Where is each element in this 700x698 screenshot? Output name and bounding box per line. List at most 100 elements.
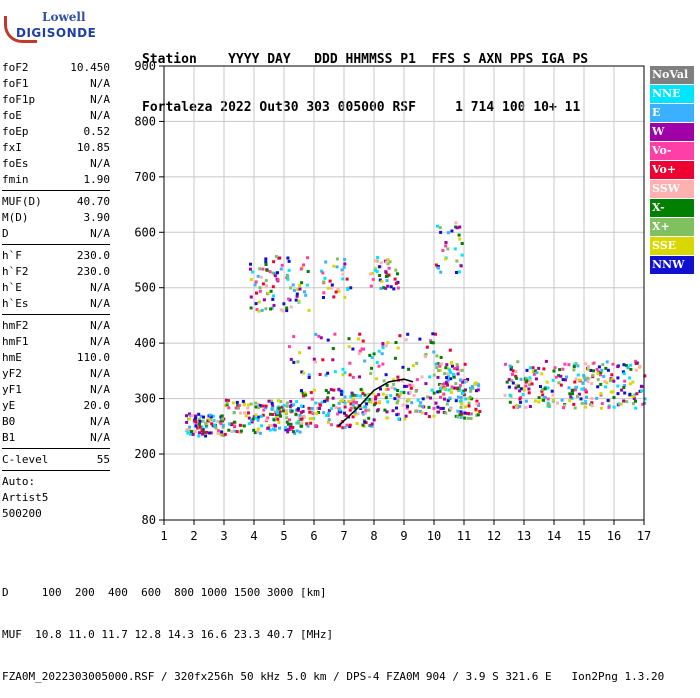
echo-point <box>511 369 515 373</box>
param-value: 10.85 <box>76 141 110 154</box>
echo-point <box>308 417 312 421</box>
param-row: yE 20.0 <box>2 398 110 414</box>
echo-point <box>589 368 593 372</box>
echo-point <box>533 369 537 373</box>
echo-point <box>459 264 463 268</box>
echo-point <box>337 387 341 391</box>
echo-point <box>559 374 563 378</box>
echo-point <box>352 400 356 404</box>
param-value: 20.0 <box>83 399 111 412</box>
echo-point <box>297 407 300 411</box>
echo-point <box>443 382 447 386</box>
echo-point <box>258 289 262 293</box>
echo-point <box>456 409 460 413</box>
echo-point <box>259 275 263 279</box>
echo-point <box>510 379 514 383</box>
legend-item: NoVal <box>650 66 694 84</box>
echo-point <box>384 286 388 290</box>
echo-point <box>475 402 479 406</box>
echo-point <box>572 365 576 369</box>
y-tick-label: 500 <box>134 281 156 295</box>
echo-point <box>428 375 432 379</box>
echo-point <box>318 407 321 410</box>
echo-point <box>185 414 188 418</box>
echo-point <box>307 406 311 410</box>
param-name: C-level <box>2 453 49 466</box>
echo-point <box>352 397 355 401</box>
echo-point <box>558 368 562 372</box>
echo-point <box>364 409 368 413</box>
echo-point <box>584 405 587 409</box>
param-row: yF1 N/A <box>2 382 110 398</box>
echo-point <box>431 332 435 336</box>
echo-point <box>210 422 214 426</box>
echo-point <box>469 417 473 420</box>
echo-point <box>437 410 440 414</box>
echo-point <box>265 418 268 422</box>
echo-point <box>221 425 225 429</box>
echo-point <box>599 392 603 396</box>
echo-point <box>470 397 474 401</box>
y-tick-label: 400 <box>134 336 156 350</box>
echo-point <box>521 393 525 396</box>
echo-point <box>528 405 532 408</box>
param-name: D <box>2 227 9 240</box>
echo-point <box>505 380 509 384</box>
ionogram-plot: 1 2 3 4 5 6 7 8 9 10 11 12 13 14 15 16 17802003004005006… <box>134 59 651 543</box>
echo-point <box>447 388 451 392</box>
echo-point <box>297 421 301 425</box>
echo-point <box>446 231 450 235</box>
echo-point <box>284 426 288 430</box>
echo-point <box>224 398 228 402</box>
echo-point <box>272 418 276 422</box>
echo-point <box>518 397 522 401</box>
echo-point <box>617 402 621 406</box>
echo-point <box>287 422 291 426</box>
echo-point <box>298 413 302 417</box>
echo-point <box>398 334 402 338</box>
echo-point <box>469 386 472 390</box>
echo-point <box>276 278 280 282</box>
echo-point <box>359 407 363 410</box>
echo-point <box>522 388 526 392</box>
echo-point <box>399 392 403 396</box>
echo-point <box>288 425 292 429</box>
param-row: h`F 230.0 <box>2 248 110 264</box>
echo-point <box>412 394 416 397</box>
legend-item: Vo- <box>650 142 694 160</box>
echo-point <box>223 432 227 436</box>
echo-point <box>546 386 550 390</box>
echo-point <box>584 390 588 394</box>
echo-point <box>247 403 251 407</box>
echo-point <box>389 285 393 289</box>
echo-point <box>216 431 220 435</box>
echo-point <box>196 426 200 430</box>
echo-point <box>288 404 292 408</box>
echo-point <box>330 283 334 287</box>
echo-point <box>377 265 381 269</box>
param-group-heights: h`F 230.0 h`F2 230.0 h`E N/A h`Es N/A <box>2 248 110 312</box>
echo-point <box>508 364 512 368</box>
echo-point <box>320 400 324 404</box>
echo-point <box>278 426 281 430</box>
echo-point <box>353 413 357 417</box>
echo-point <box>420 375 424 379</box>
echo-point <box>279 267 283 271</box>
echo-point <box>333 332 337 336</box>
plot-grid <box>163 65 645 520</box>
echo-point <box>626 366 630 370</box>
echo-point <box>370 422 374 426</box>
echo-point <box>343 295 347 299</box>
echo-point <box>459 378 463 382</box>
echo-point <box>202 415 205 419</box>
echo-point <box>622 372 626 376</box>
echo-point <box>296 408 300 412</box>
echo-point <box>418 410 422 413</box>
echo-point <box>303 391 307 395</box>
echo-point <box>302 263 305 267</box>
echo-point <box>353 410 357 414</box>
echo-point <box>458 384 462 388</box>
echo-point <box>266 426 270 430</box>
echo-point <box>525 379 529 383</box>
echo-point <box>463 416 467 420</box>
